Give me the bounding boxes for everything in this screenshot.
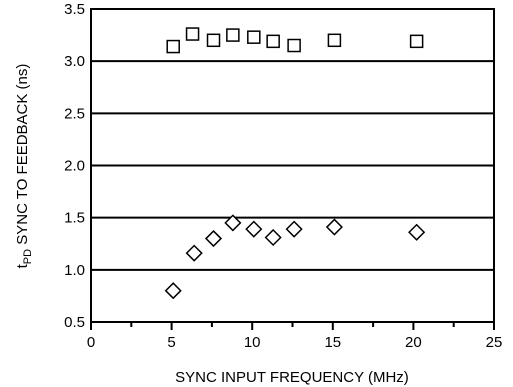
x-tick-label: 25 xyxy=(486,334,503,351)
y-tick-label: 3.5 xyxy=(64,1,85,18)
y-tick-label: 1.0 xyxy=(64,262,85,279)
square-marker xyxy=(226,28,240,42)
square-marker xyxy=(247,30,261,44)
y-tick-label: 3.0 xyxy=(64,53,85,70)
square-marker xyxy=(185,27,200,41)
square-marker xyxy=(206,33,221,48)
y-axis-label-rest: SYNC TO FEEDBACK (ns) xyxy=(14,64,31,249)
diamond-marker xyxy=(408,223,426,241)
diamond-marker xyxy=(264,228,282,247)
x-axis-label: SYNC INPUT FREQUENCY (MHz) xyxy=(175,369,409,386)
square-marker xyxy=(266,34,280,49)
diamond-marker xyxy=(224,214,242,232)
diamond-marker xyxy=(245,220,263,238)
square-marker xyxy=(287,38,301,53)
diamond-marker xyxy=(204,229,223,248)
square-marker xyxy=(327,33,342,48)
axis-ticks xyxy=(90,322,495,330)
y-tick-labels: 0.5 1.0 1.5 2.0 2.5 3.0 3.5 xyxy=(64,1,85,331)
y-tick-label: 0.5 xyxy=(64,314,85,331)
y-axis-label: tPD SYNC TO FEEDBACK (ns) xyxy=(14,64,34,269)
x-tick-label: 5 xyxy=(167,334,175,351)
square-marker xyxy=(166,39,180,54)
x-tick-label: 10 xyxy=(244,334,261,351)
x-tick-label: 20 xyxy=(405,334,422,351)
x-tick-label: 0 xyxy=(87,334,95,351)
y-tick-label: 2.0 xyxy=(64,158,85,175)
square-marker xyxy=(409,34,424,49)
grid-lines xyxy=(91,60,494,271)
diamond-marker xyxy=(164,282,182,300)
diamond-marker xyxy=(325,218,343,236)
x-tick-label: 15 xyxy=(324,334,341,351)
y-tick-label: 2.5 xyxy=(64,105,85,122)
diamond-marker xyxy=(285,220,303,238)
diamond-marker xyxy=(185,244,203,262)
y-axis-label-main: t xyxy=(14,263,31,268)
y-axis-label-subscript: PD xyxy=(22,249,34,264)
y-tick-label: 1.5 xyxy=(64,210,85,227)
x-tick-labels: 0 5 10 15 20 25 xyxy=(87,334,503,351)
data-markers xyxy=(164,27,426,300)
